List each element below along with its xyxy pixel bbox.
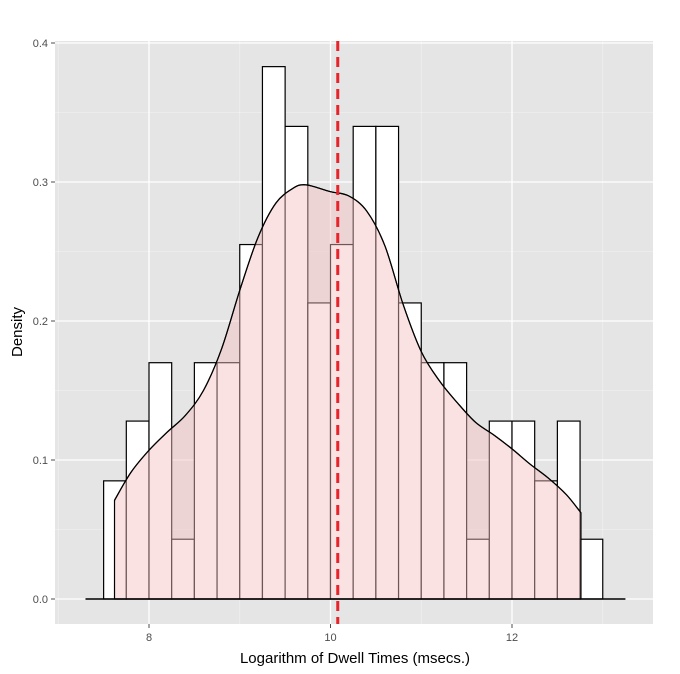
x-axis-title: Logarithm of Dwell Times (msecs.)	[240, 650, 470, 667]
histogram-bars	[103, 66, 604, 600]
y-tick-label: 0.4	[33, 38, 48, 50]
y-tick-label: 0.0	[33, 594, 48, 606]
histogram-bar	[579, 538, 604, 600]
y-tick-label: 0.3	[33, 177, 48, 189]
x-tick-label: 10	[324, 632, 336, 644]
y-axis: 0.0 0.1 0.2 0.3 0.4	[33, 38, 55, 606]
x-tick-label: 12	[506, 632, 518, 644]
x-axis: 8 10 12	[146, 624, 518, 644]
y-tick-label: 0.2	[33, 316, 48, 328]
y-tick-label: 0.1	[33, 455, 48, 467]
y-axis-title: Density	[9, 306, 26, 357]
x-tick-label: 8	[146, 632, 152, 644]
density-curve	[114, 184, 582, 514]
